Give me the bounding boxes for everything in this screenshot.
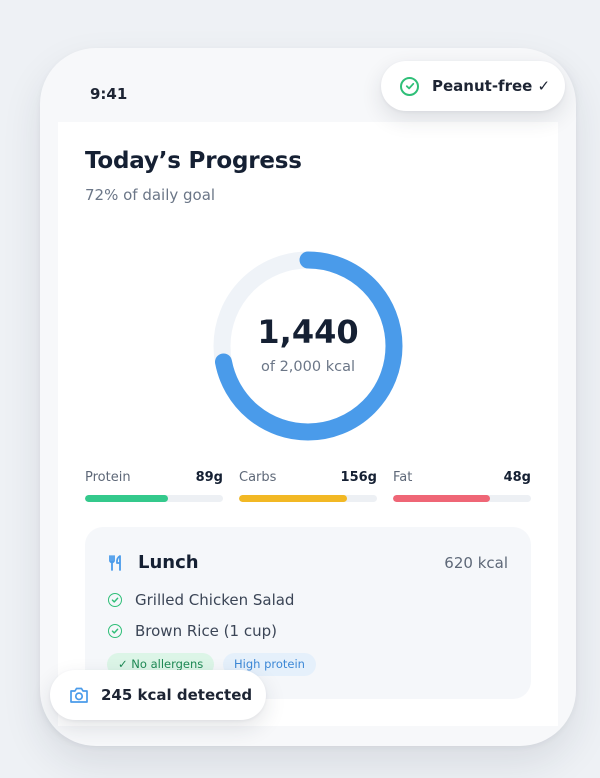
calorie-ring	[211, 249, 405, 443]
food-item[interactable]: Grilled Chicken Salad	[108, 591, 294, 609]
detection-toast[interactable]: 245 kcal detected	[50, 670, 266, 720]
ring-progress	[213, 251, 403, 441]
camera-icon	[70, 687, 88, 703]
macro-bar-track	[85, 495, 223, 502]
macro-bar-fill	[85, 495, 168, 502]
macro-value: 89g	[195, 470, 223, 485]
check-circle-icon	[108, 624, 122, 638]
macro-bar-track	[393, 495, 531, 502]
badge-label: Peanut-free ✓	[432, 77, 551, 95]
macro-bar-track	[239, 495, 377, 502]
goal-subtitle: 72% of daily goal	[85, 186, 216, 204]
macro-name: Fat	[393, 470, 413, 485]
check-circle-icon	[108, 593, 122, 607]
macro-name: Protein	[85, 470, 131, 485]
calories-value: 1,440	[257, 313, 359, 351]
macro-fat: Fat 48g	[393, 470, 531, 502]
food-item-label: Brown Rice (1 cup)	[135, 622, 277, 640]
page-title: Today’s Progress	[85, 148, 302, 174]
macro-bar-fill	[239, 495, 347, 502]
fork-knife-icon	[109, 555, 121, 571]
macro-name: Carbs	[239, 470, 277, 485]
meal-kcal: 620 kcal	[444, 554, 508, 572]
macro-value: 156g	[340, 470, 377, 485]
detection-label: 245 kcal detected	[101, 686, 253, 704]
check-circle-icon	[400, 76, 419, 96]
macro-value: 48g	[503, 470, 531, 485]
meal-title: Lunch	[138, 552, 199, 573]
macro-bar-fill	[393, 495, 490, 502]
macro-carbs: Carbs 156g	[239, 470, 377, 502]
status-time: 9:41	[90, 85, 128, 103]
macro-protein: Protein 89g	[85, 470, 223, 502]
calories-caption: of 2,000 kcal	[261, 359, 355, 375]
food-item-label: Grilled Chicken Salad	[135, 591, 295, 609]
peanut-free-badge[interactable]: Peanut-free ✓	[381, 61, 565, 111]
food-item[interactable]: Brown Rice (1 cup)	[108, 622, 277, 640]
